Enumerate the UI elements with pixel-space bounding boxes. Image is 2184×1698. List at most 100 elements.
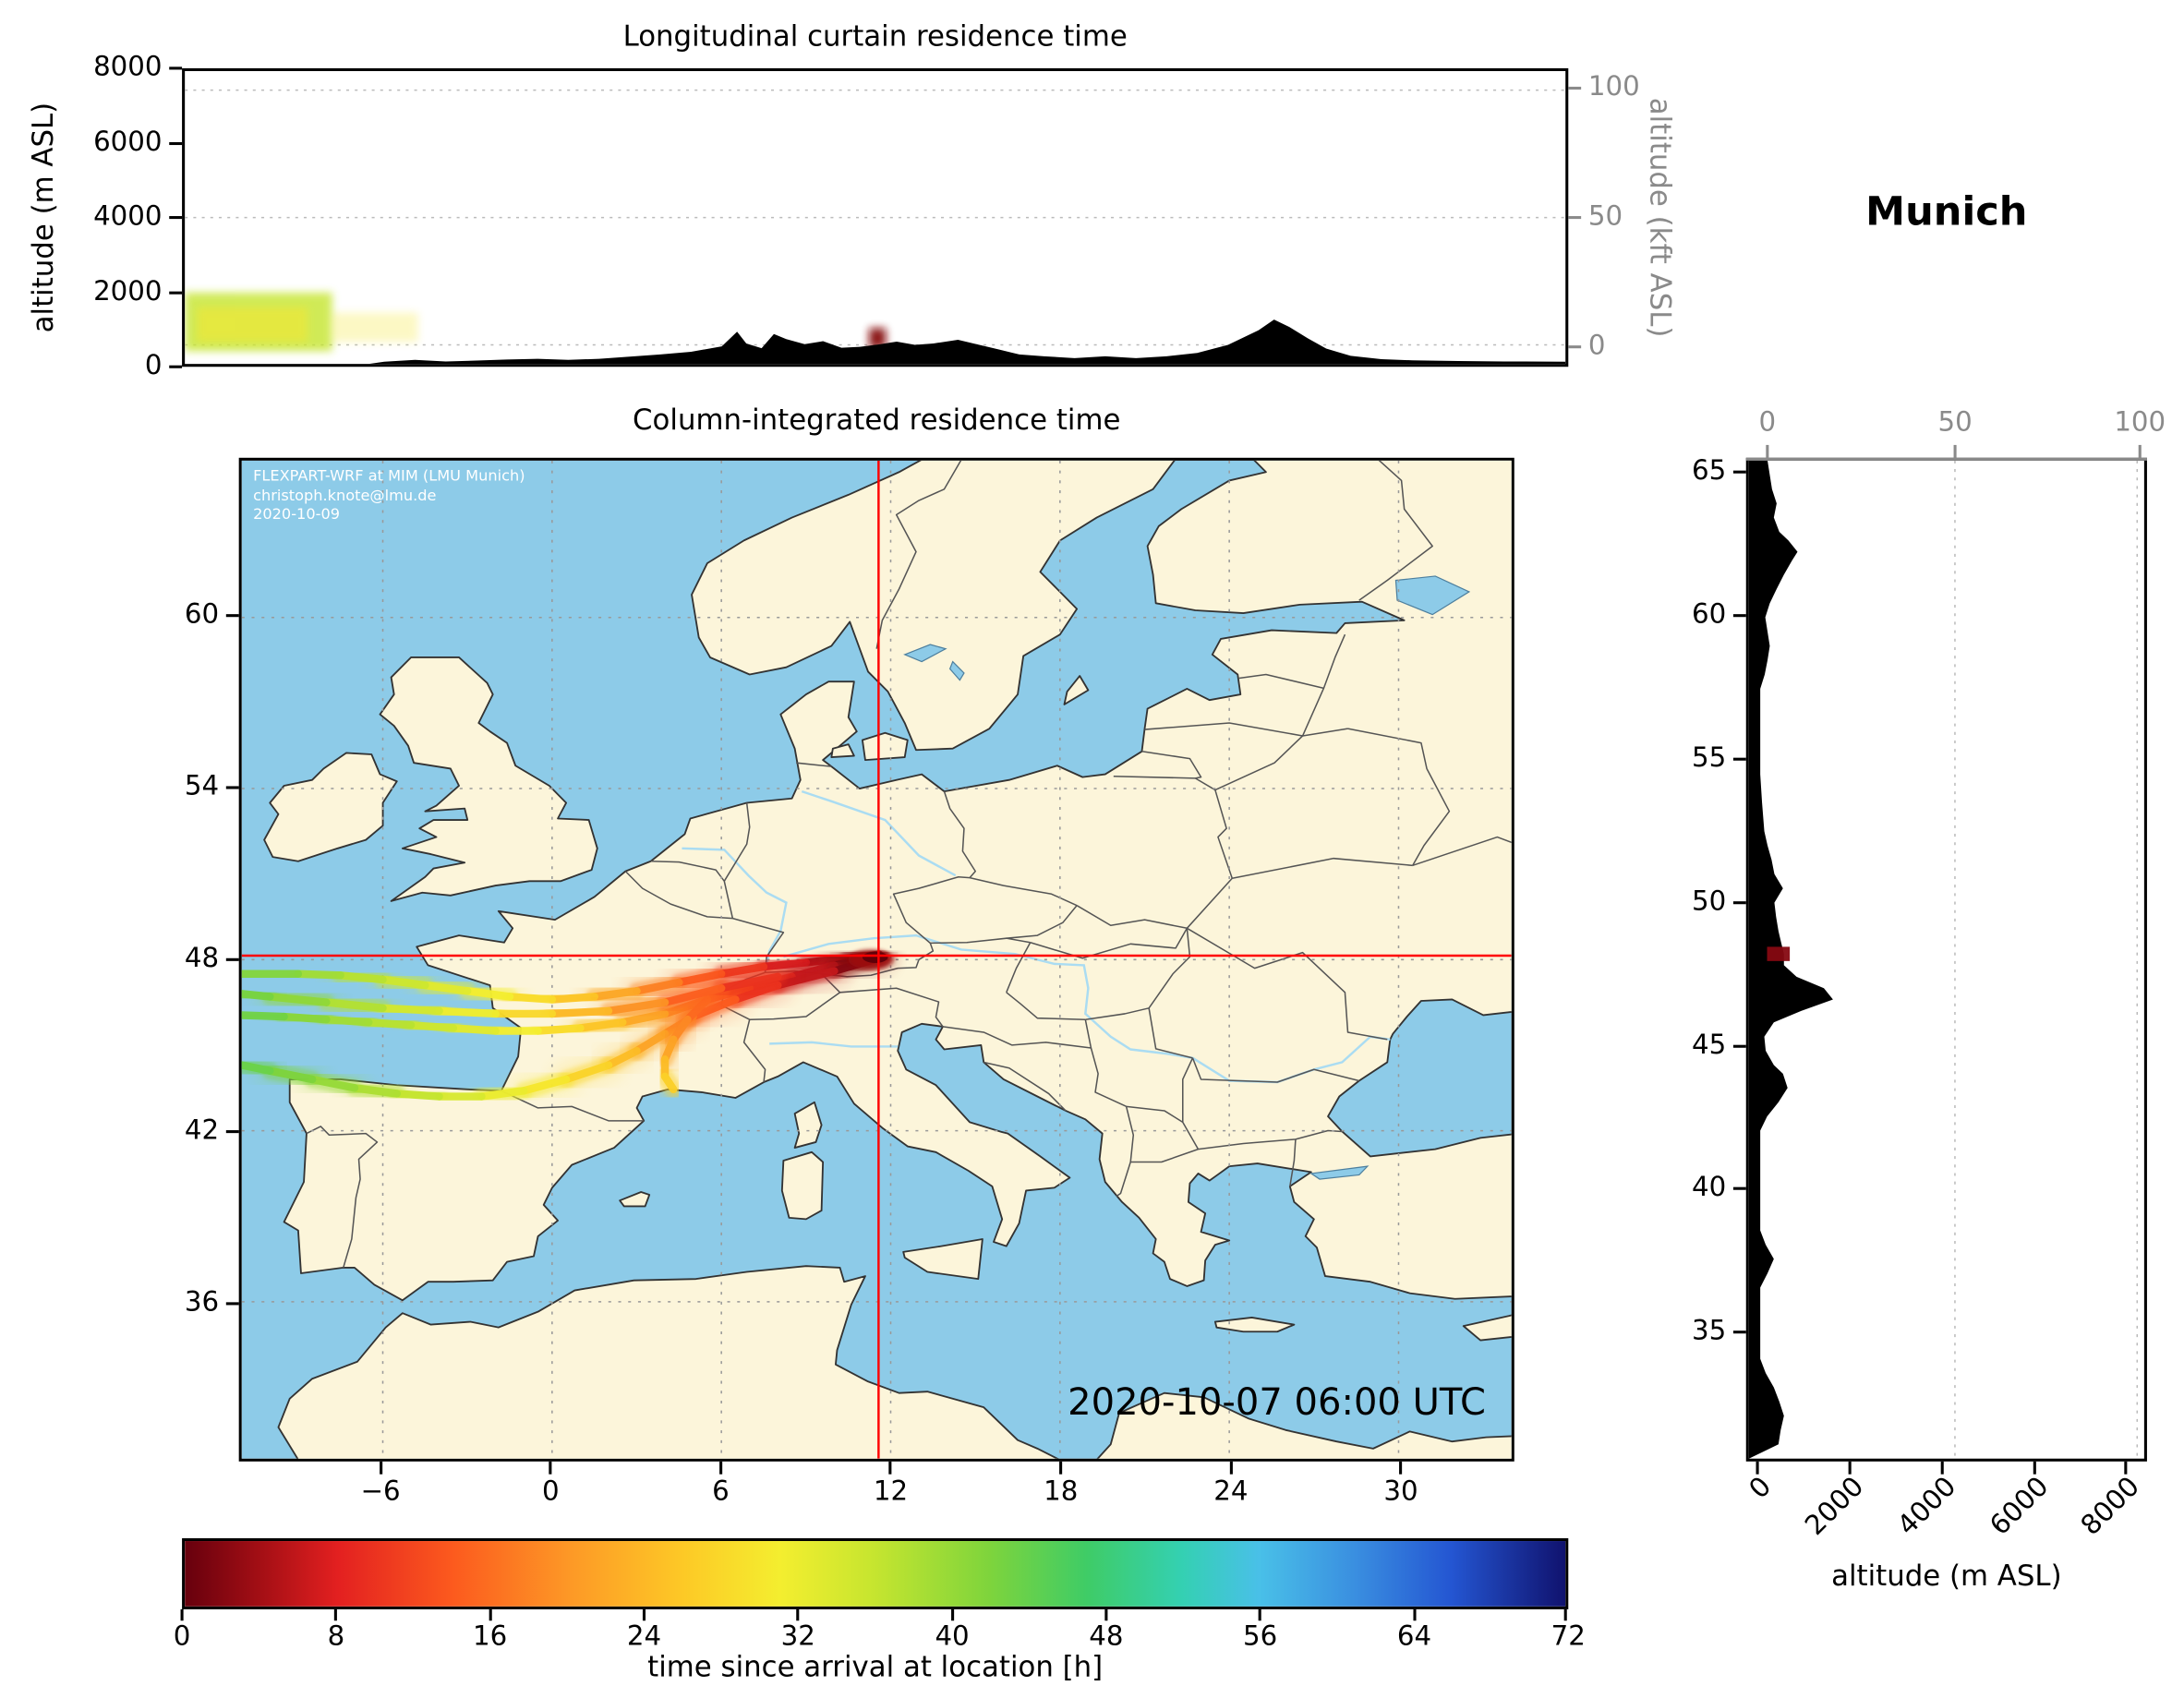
tick-mark — [950, 1608, 954, 1621]
tick-mark — [2033, 1461, 2036, 1475]
tick-mark — [334, 1608, 338, 1621]
colorbar — [182, 1537, 1569, 1609]
latitudinal-curtain-plot — [1748, 460, 2139, 1459]
map-lat-tick-label: 54 — [184, 770, 220, 802]
longitudinal-curtain-panel — [182, 67, 1569, 367]
map-lat-tick-label: 60 — [184, 598, 220, 630]
watermark-line-3: 2020-10-09 — [253, 506, 341, 524]
watermark: FLEXPART-WRF at MIM (LMU Munich) christo… — [253, 468, 525, 526]
tick-mark — [1059, 1461, 1063, 1475]
tick-mark — [169, 141, 183, 145]
tick-mark — [169, 66, 183, 70]
altitude-m-tick-label: 4000 — [93, 200, 163, 232]
map-panel-title: Column-integrated residence time — [633, 402, 1121, 437]
tick-mark — [1732, 1043, 1746, 1047]
tick-mark — [796, 1608, 800, 1621]
map-lat-tick-label: 36 — [184, 1286, 220, 1319]
map-lon-tick-label: −6 — [360, 1475, 401, 1508]
altitude-m-tick-label: 8000 — [93, 51, 163, 83]
right-panel-xlabel: altitude (m ASL) — [1831, 1558, 2062, 1593]
tick-mark — [1732, 470, 1746, 474]
tick-mark — [2124, 1461, 2129, 1475]
tick-mark — [549, 1461, 552, 1475]
tick-mark — [1563, 1608, 1567, 1621]
tick-mark — [225, 614, 239, 618]
longitudinal-panel-title: Longitudinal curtain residence time — [622, 18, 1128, 53]
tick-mark — [1412, 1608, 1417, 1621]
map-panel: FLEXPART-WRF at MIM (LMU Munich) christo… — [238, 457, 1514, 1462]
tick-mark — [1259, 1608, 1262, 1621]
tick-mark — [1732, 1331, 1746, 1334]
lat-curtain-lat-tick-label: 45 — [1691, 1028, 1727, 1060]
tick-mark — [180, 1608, 184, 1621]
altitude-m-tick-label: 6000 — [93, 126, 163, 158]
colorbar-tick-label: 56 — [1243, 1620, 1278, 1653]
altitude-m-axis-label: altitude (m ASL) — [25, 102, 60, 333]
lat-curtain-lat-tick-label: 35 — [1691, 1315, 1727, 1347]
map-lon-tick-label: 18 — [1044, 1475, 1079, 1508]
tick-mark — [1229, 1461, 1233, 1475]
lat-curtain-lat-tick-label: 40 — [1691, 1172, 1727, 1204]
tick-mark — [1568, 216, 1582, 220]
colorbar-tick-label: 24 — [626, 1620, 662, 1653]
altitude-kft-axis-label: altitude (kft ASL) — [1643, 97, 1678, 338]
altitude-kft-tick-label: 100 — [1587, 70, 1640, 102]
map-lon-tick-label: 30 — [1383, 1475, 1418, 1508]
europe-map — [241, 460, 1512, 1459]
tick-mark — [889, 1461, 893, 1475]
watermark-line-2: christoph.knote@lmu.de — [253, 487, 437, 505]
lat-curtain-lat-tick-label: 60 — [1691, 598, 1727, 630]
tick-mark — [169, 290, 183, 294]
colorbar-tick-label: 64 — [1396, 1620, 1432, 1653]
longitudinal-curtain-plot — [185, 89, 1566, 365]
tick-mark — [1848, 1461, 1852, 1475]
tick-mark — [1732, 757, 1746, 761]
colorbar-tick-label: 0 — [173, 1620, 191, 1653]
colorbar-tick-label: 8 — [327, 1620, 345, 1653]
tick-mark — [225, 1130, 239, 1134]
colorbar-tick-label: 40 — [935, 1620, 970, 1653]
tick-mark — [225, 786, 239, 789]
tick-mark — [2138, 444, 2142, 458]
tick-mark — [1732, 614, 1746, 618]
tick-mark — [225, 1302, 239, 1306]
tick-mark — [1568, 86, 1582, 90]
map-lon-tick-label: 24 — [1213, 1475, 1249, 1508]
tick-mark — [1732, 1187, 1746, 1191]
tick-mark — [169, 216, 183, 220]
tick-mark — [225, 957, 239, 961]
colorbar-tick-label: 72 — [1551, 1620, 1586, 1653]
watermark-line-1: FLEXPART-WRF at MIM (LMU Munich) — [253, 467, 525, 486]
tick-mark — [1568, 345, 1582, 349]
tick-mark — [718, 1461, 722, 1475]
lat-curtain-kft-tick-label: 50 — [1937, 406, 1973, 439]
tick-mark — [1399, 1461, 1403, 1475]
map-lon-tick-label: 0 — [541, 1475, 560, 1508]
colorbar-tick-label: 16 — [473, 1620, 508, 1653]
tick-mark — [1104, 1608, 1108, 1621]
altitude-kft-tick-label: 0 — [1587, 330, 1606, 362]
tick-mark — [1732, 900, 1746, 904]
tick-mark — [1756, 1461, 1759, 1475]
tick-mark — [379, 1461, 382, 1475]
tick-mark — [1953, 444, 1957, 458]
altitude-kft-tick-label: 50 — [1587, 200, 1623, 232]
lat-curtain-kft-tick-label: 0 — [1758, 406, 1777, 439]
lat-curtain-kft-tick-label: 100 — [2114, 406, 2166, 439]
colorbar-label: time since arrival at location [h] — [647, 1649, 1104, 1684]
latitudinal-curtain-panel — [1745, 457, 2147, 1462]
tick-mark — [1940, 1461, 1944, 1475]
lat-curtain-lat-tick-label: 55 — [1691, 741, 1727, 774]
lat-curtain-lat-tick-label: 50 — [1691, 885, 1727, 917]
tick-mark — [642, 1608, 646, 1621]
colorbar-tick-label: 32 — [780, 1620, 815, 1653]
altitude-m-tick-label: 2000 — [93, 274, 163, 307]
map-lon-tick-label: 12 — [873, 1475, 909, 1508]
timestamp-label: 2020-10-07 06:00 UTC — [1068, 1381, 1486, 1425]
location-title: Munich — [1865, 187, 2028, 235]
altitude-m-tick-label: 0 — [144, 349, 163, 381]
tick-mark — [489, 1608, 492, 1621]
colorbar-tick-label: 48 — [1089, 1620, 1124, 1653]
lat-curtain-lat-tick-label: 65 — [1691, 454, 1727, 487]
